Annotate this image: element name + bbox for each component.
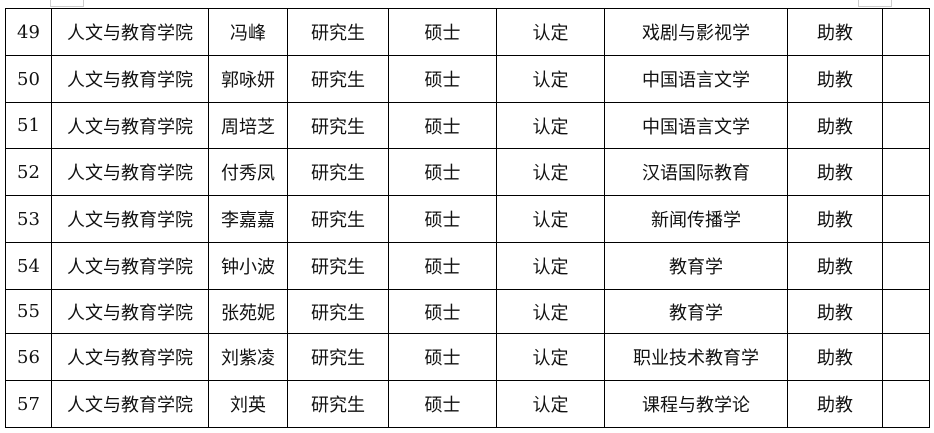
cell-row-number: 50 [5,55,52,103]
cell-remark [882,102,930,149]
cell-title: 助教 [787,195,883,243]
cell-discipline: 新闻传播学 [604,195,788,243]
table-row: 55 人文与教育学院 张苑妮 研究生 硕士 认定 教育学 助教 [5,289,930,334]
cell-discipline: 教育学 [604,289,788,334]
cell-title: 助教 [787,242,883,290]
cell-degree: 硕士 [388,55,497,103]
cell-degree: 硕士 [388,148,497,196]
cell-row-number: 49 [5,8,52,56]
cell-title: 助教 [787,8,883,56]
cell-row-number: 53 [5,195,52,243]
data-table: 49 人文与教育学院 冯峰 研究生 硕士 认定 戏剧与影视学 助教 50 人文与教育学院 郭咏妍 研究… [5,8,930,428]
cell-education: 研究生 [287,55,389,103]
cell-status: 认定 [496,148,605,196]
cell-title: 助教 [787,289,883,334]
cell-education: 研究生 [287,148,389,196]
cell-college: 人文与教育学院 [51,380,209,428]
cell-name: 冯峰 [208,8,288,56]
cell-name: 付秀凤 [208,148,288,196]
cell-title: 助教 [787,380,883,428]
cell-college: 人文与教育学院 [51,195,209,243]
cell-college: 人文与教育学院 [51,242,209,290]
cell-college: 人文与教育学院 [51,333,209,381]
table-row: 52 人文与教育学院 付秀凤 研究生 硕士 认定 汉语国际教育 助教 [5,148,930,196]
cell-status: 认定 [496,8,605,56]
cell-degree: 硕士 [388,8,497,56]
cell-name: 李嘉嘉 [208,195,288,243]
table-row: 53 人文与教育学院 李嘉嘉 研究生 硕士 认定 新闻传播学 助教 [5,195,930,243]
cell-name: 周培芝 [208,102,288,149]
cell-status: 认定 [496,102,605,149]
cell-education: 研究生 [287,195,389,243]
cell-row-number: 51 [5,102,52,149]
cell-discipline: 教育学 [604,242,788,290]
cell-education: 研究生 [287,289,389,334]
cell-name: 张苑妮 [208,289,288,334]
cell-remark [882,55,930,103]
cell-college: 人文与教育学院 [51,55,209,103]
cell-row-number: 54 [5,242,52,290]
cell-discipline: 汉语国际教育 [604,148,788,196]
cell-name: 钟小波 [208,242,288,290]
cell-degree: 硕士 [388,380,497,428]
cell-discipline: 中国语言文学 [604,102,788,149]
cell-remark [882,289,930,334]
table-row: 50 人文与教育学院 郭咏妍 研究生 硕士 认定 中国语言文学 助教 [5,55,930,103]
cell-status: 认定 [496,195,605,243]
cell-status: 认定 [496,289,605,334]
cell-education: 研究生 [287,333,389,381]
cell-college: 人文与教育学院 [51,8,209,56]
cell-college: 人文与教育学院 [51,289,209,334]
cell-row-number: 56 [5,333,52,381]
cell-college: 人文与教育学院 [51,102,209,149]
cell-status: 认定 [496,333,605,381]
cell-discipline: 职业技术教育学 [604,333,788,381]
cell-remark [882,333,930,381]
cell-education: 研究生 [287,102,389,149]
cell-status: 认定 [496,380,605,428]
table-row: 57 人文与教育学院 刘英 研究生 硕士 认定 课程与教学论 助教 [5,380,930,428]
cell-degree: 硕士 [388,242,497,290]
cell-name: 刘紫凌 [208,333,288,381]
cell-education: 研究生 [287,242,389,290]
cell-degree: 硕士 [388,102,497,149]
table-row: 51 人文与教育学院 周培芝 研究生 硕士 认定 中国语言文学 助教 [5,102,930,149]
table-row: 56 人文与教育学院 刘紫凌 研究生 硕士 认定 职业技术教育学 助教 [5,333,930,381]
cell-remark [882,195,930,243]
cell-remark [882,148,930,196]
cell-title: 助教 [787,333,883,381]
cell-title: 助教 [787,148,883,196]
cell-title: 助教 [787,102,883,149]
cell-discipline: 戏剧与影视学 [604,8,788,56]
cell-remark [882,242,930,290]
cell-name: 郭咏妍 [208,55,288,103]
cell-discipline: 课程与教学论 [604,380,788,428]
cell-degree: 硕士 [388,195,497,243]
cell-row-number: 52 [5,148,52,196]
cell-status: 认定 [496,55,605,103]
cell-remark [882,380,930,428]
cell-remark [882,8,930,56]
cell-discipline: 中国语言文学 [604,55,788,103]
cell-college: 人文与教育学院 [51,148,209,196]
table-row: 49 人文与教育学院 冯峰 研究生 硕士 认定 戏剧与影视学 助教 [5,8,930,56]
page-corner-mark [858,0,892,7]
cell-education: 研究生 [287,380,389,428]
cell-education: 研究生 [287,8,389,56]
cell-degree: 硕士 [388,333,497,381]
cell-row-number: 55 [5,289,52,334]
cell-title: 助教 [787,55,883,103]
page-corner-mark [50,0,84,7]
cell-name: 刘英 [208,380,288,428]
cell-status: 认定 [496,242,605,290]
cell-row-number: 57 [5,380,52,428]
table-row: 54 人文与教育学院 钟小波 研究生 硕士 认定 教育学 助教 [5,242,930,290]
cell-degree: 硕士 [388,289,497,334]
